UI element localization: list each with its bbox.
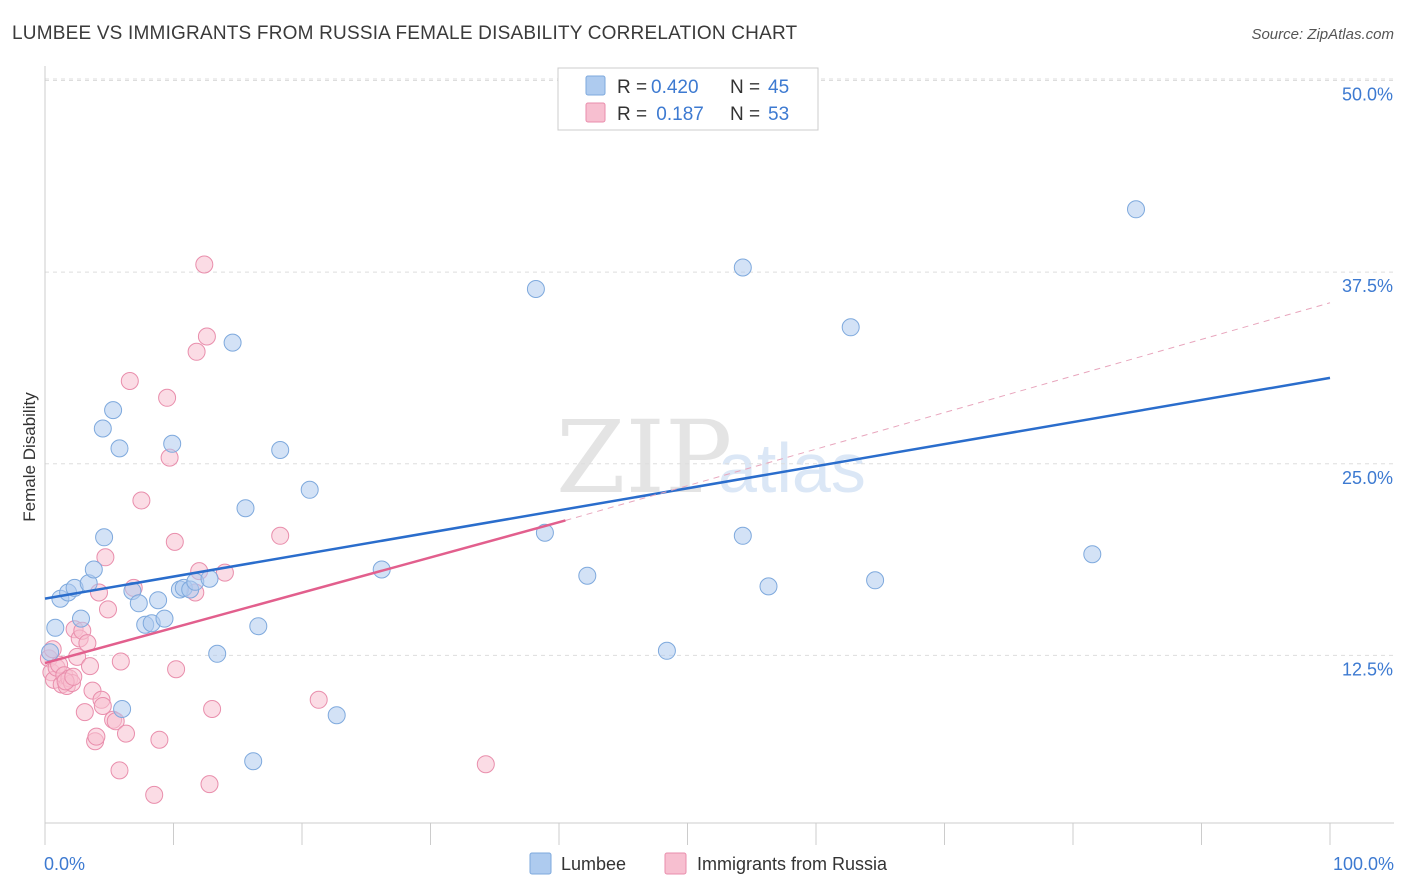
russia-point-23 <box>96 548 115 567</box>
lumbee-point-35 <box>578 566 597 585</box>
lumbee-point-39 <box>759 577 778 596</box>
legend-r-value-2: 0.187 <box>651 104 704 125</box>
russia-point-16 <box>81 657 99 676</box>
russia-trend-line <box>44 519 566 665</box>
lumbee-point-17 <box>155 609 174 628</box>
russia-point-45 <box>203 700 222 718</box>
lumbee-point-23 <box>200 569 219 588</box>
russia-trend-extension <box>565 302 1331 521</box>
lumbee-point-40 <box>841 318 860 337</box>
lumbee-point-4 <box>72 609 90 628</box>
chart-title: LUMBEE VS IMMIGRANTS FROM RUSSIA FEMALE … <box>12 23 798 44</box>
grid-lines <box>45 78 1394 656</box>
watermark-atlas: atlas <box>718 429 866 507</box>
lumbee-point-30 <box>300 480 319 499</box>
watermark: ZIP atlas <box>556 399 866 516</box>
bottom-legend-swatch-russia <box>664 852 687 875</box>
russia-point-40 <box>187 342 206 361</box>
correlation-legend: R = 0.420 N = 45 R = 0.187 N = 53 <box>557 67 819 131</box>
russia-point-30 <box>120 372 139 390</box>
russia-point-32 <box>132 491 151 510</box>
lumbee-point-43 <box>1127 200 1145 219</box>
y-tick-labels: 12.5% 25.0% 37.5% 50.0% <box>1342 85 1393 680</box>
legend-n-label-2: N = <box>730 104 760 125</box>
russia-point-22 <box>93 697 112 715</box>
lumbee-point-6 <box>84 560 103 579</box>
y-tick-label-3: 50.0% <box>1342 85 1393 105</box>
russia-point-51 <box>64 667 83 686</box>
russia-point-29 <box>117 724 135 743</box>
legend-swatch-lumbee <box>585 75 606 96</box>
chart-source: Source: ZipAtlas.com <box>1251 26 1394 43</box>
russia-point-43 <box>197 327 216 346</box>
lumbee-point-10 <box>110 439 129 458</box>
lumbee-point-18 <box>163 434 182 453</box>
lumbee-point-9 <box>104 401 123 420</box>
lumbee-point-24 <box>208 644 227 663</box>
lumbee-point-44 <box>41 643 60 662</box>
russia-point-47 <box>271 526 290 545</box>
lumbee-point-38 <box>733 526 752 545</box>
lumbee-point-41 <box>866 571 885 590</box>
lumbee-point-0 <box>46 618 65 637</box>
legend-n-value-1: 45 <box>768 77 789 98</box>
lumbee-point-11 <box>113 700 132 718</box>
y-tick-label-0: 12.5% <box>1342 659 1393 679</box>
x-tick-labels: 0.0% 100.0% <box>44 854 1394 874</box>
legend-r-label-1: R = <box>617 77 647 98</box>
lumbee-point-16 <box>149 591 168 610</box>
lumbee-point-26 <box>236 499 255 518</box>
legend-swatch-russia <box>585 102 606 123</box>
x-tick-label-0: 0.0% <box>44 854 85 874</box>
lumbee-point-42 <box>1083 545 1102 564</box>
russia-point-28 <box>111 652 130 671</box>
russia-point-42 <box>195 255 214 274</box>
legend-n-value-2: 53 <box>768 104 789 125</box>
russia-point-49 <box>476 755 495 774</box>
lumbee-point-27 <box>244 752 263 771</box>
lumbee-point-7 <box>93 419 112 438</box>
lumbee-trend-line <box>44 376 1331 600</box>
russia-point-44 <box>200 775 219 794</box>
russia-point-24 <box>99 600 117 619</box>
russia-point-27 <box>110 761 129 780</box>
bottom-legend-label-lumbee: Lumbee <box>561 854 626 874</box>
lumbee-point-8 <box>95 528 114 547</box>
y-axis-label: Female Disability <box>20 392 39 522</box>
y-tick-label-2: 37.5% <box>1342 276 1393 296</box>
russia-point-34 <box>150 730 169 749</box>
russia-point-38 <box>167 660 186 679</box>
lumbee-point-13 <box>129 594 148 613</box>
bottom-legend-label-russia: Immigrants from Russia <box>697 854 888 874</box>
russia-point-37 <box>165 532 184 551</box>
legend-r-label-2: R = <box>617 104 647 125</box>
lumbee-point-36 <box>657 641 676 660</box>
bottom-legend-swatch-lumbee <box>529 852 552 875</box>
russia-point-14 <box>75 703 94 722</box>
lumbee-point-33 <box>526 280 545 298</box>
trend-lines <box>44 302 1331 665</box>
lumbee-point-28 <box>249 617 268 636</box>
lumbee-point-31 <box>327 706 346 725</box>
y-tick-label-1: 25.0% <box>1342 468 1393 488</box>
series-legend: Lumbee Immigrants from Russia <box>529 852 888 875</box>
russia-point-33 <box>145 785 164 804</box>
legend-r-value-1: 0.420 <box>651 77 699 98</box>
lumbee-point-29 <box>271 441 290 459</box>
lumbee-point-25 <box>223 333 242 352</box>
legend-n-label-1: N = <box>730 77 760 98</box>
russia-point-48 <box>309 690 328 709</box>
axes <box>44 66 1394 845</box>
russia-point-19 <box>87 727 106 746</box>
lumbee-point-37 <box>733 258 752 277</box>
x-tick-label-1: 100.0% <box>1333 854 1394 874</box>
russia-point-35 <box>158 388 177 407</box>
